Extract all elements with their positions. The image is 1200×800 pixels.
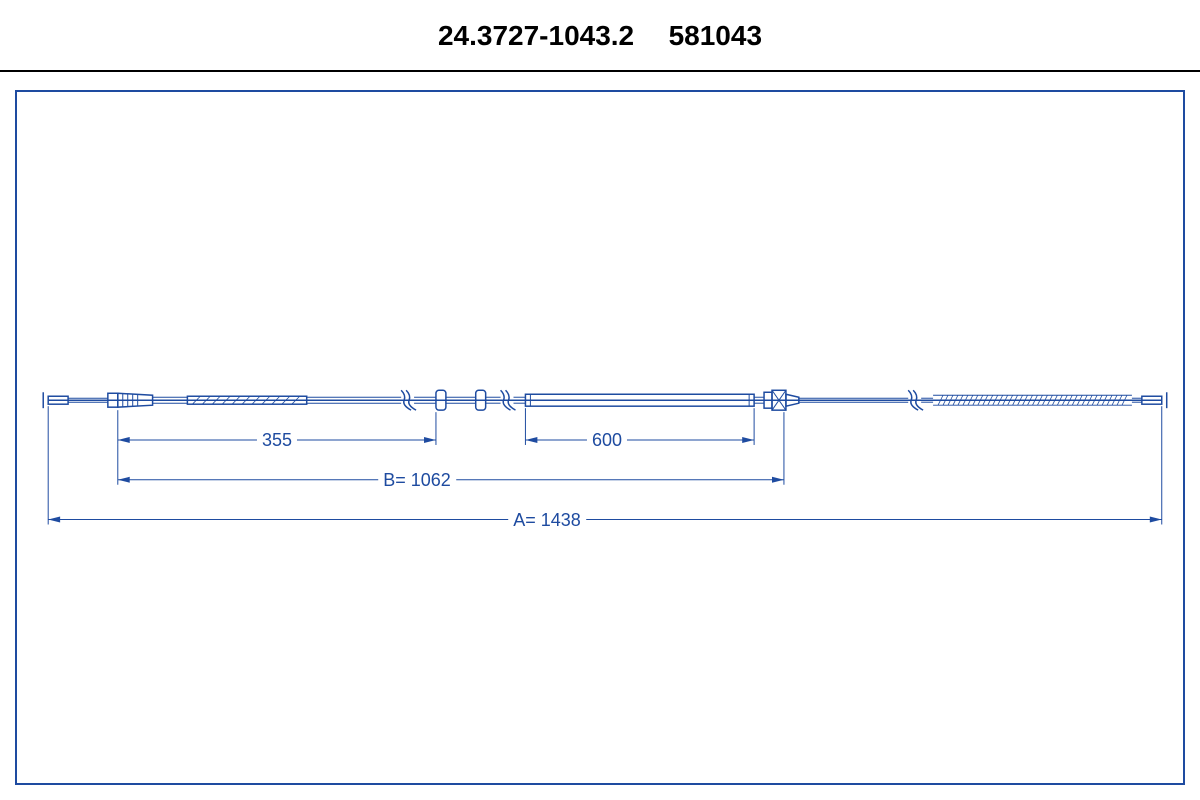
title-divider (0, 70, 1200, 72)
title-bar: 24.3727-1043.2 581043 (0, 0, 1200, 62)
part-number-1: 24.3727-1043.2 (438, 20, 634, 52)
dim-355: 355 (257, 430, 297, 451)
part-number-2: 581043 (669, 20, 762, 52)
dim-600: 600 (587, 430, 627, 451)
drawing-frame: 355 600 B= 1062 A= 1438 (15, 90, 1185, 785)
dim-A: A= 1438 (508, 510, 586, 531)
dim-B: B= 1062 (378, 470, 456, 491)
